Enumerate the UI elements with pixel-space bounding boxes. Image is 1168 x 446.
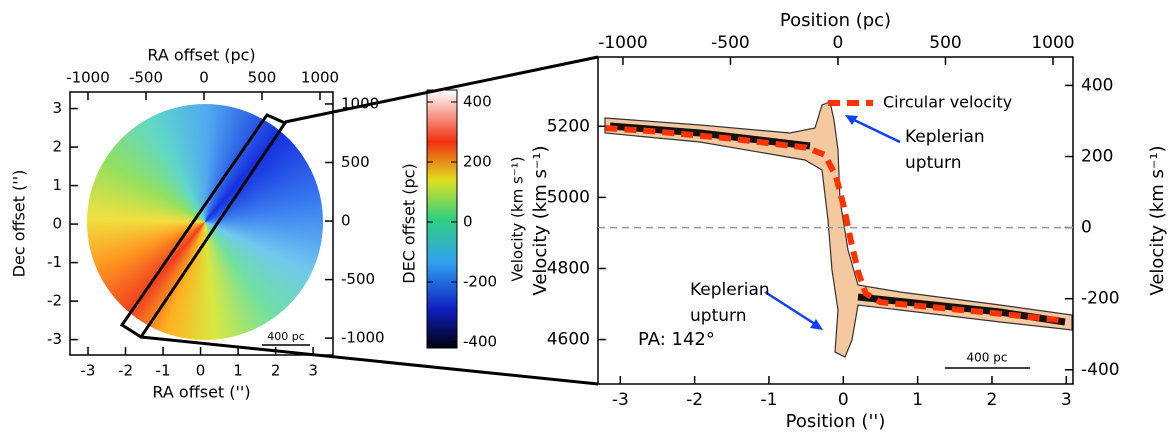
y-tick-label: -3 <box>47 330 62 348</box>
arrowhead <box>810 319 823 330</box>
arrowhead <box>845 115 858 125</box>
scale-bar-label: 400 pc <box>967 351 1008 365</box>
y-axis-label: Dec offset ('') <box>10 170 29 278</box>
x2-tick-label: -500 <box>711 33 750 53</box>
x-tick-label: 1 <box>912 390 923 410</box>
y-tick-label: 4800 <box>547 258 590 278</box>
y2-tick-label: -400 <box>1081 360 1120 380</box>
colorbar-tick-label: 0 <box>463 213 473 231</box>
x2-tick-label: 500 <box>248 69 277 87</box>
y-tick-label: -2 <box>47 292 62 310</box>
y2-tick-label: -1000 <box>341 329 385 347</box>
x2-tick-label: 0 <box>199 69 209 87</box>
circular-velocity-line <box>605 125 1060 324</box>
x-axis-label: RA offset ('') <box>152 383 250 402</box>
x-tick-label: 2 <box>271 362 281 380</box>
y-tick-label: 4600 <box>547 330 590 350</box>
x-tick-label: -3 <box>81 362 96 380</box>
annotation: upturn <box>690 306 746 326</box>
emission <box>604 101 1073 358</box>
arrow <box>849 116 901 144</box>
y2-axis-label: Velocity (km s⁻¹) <box>1147 145 1168 295</box>
x2-tick-label: -500 <box>129 69 163 87</box>
arrow <box>764 290 819 328</box>
x2-tick-label: 0 <box>833 33 844 53</box>
x2-axis-label: RA offset (pc) <box>147 46 255 65</box>
y-tick-label: 3 <box>52 99 62 117</box>
colorbar-label: Velocity (km s⁻¹) <box>509 156 527 281</box>
annotation: Keplerian <box>690 280 770 300</box>
colorbar-tick-label: -200 <box>463 273 497 291</box>
x-tick-label: -1 <box>156 362 171 380</box>
y2-tick-label: 400 <box>1081 75 1113 95</box>
x-tick-label: -1 <box>760 390 777 410</box>
y2-tick-label: -500 <box>341 270 375 288</box>
x-tick-label: 0 <box>196 362 206 380</box>
colorbar-tick-label: 400 <box>463 93 492 111</box>
annotation: Keplerian <box>905 127 985 147</box>
x-tick-label: -2 <box>686 390 703 410</box>
y-tick-label: 0 <box>52 215 62 233</box>
y-tick-label: 2 <box>52 138 62 156</box>
y2-tick-label: 1000 <box>341 94 379 112</box>
scale-bar-label: 400 pc <box>267 330 305 343</box>
x2-tick-label: 1000 <box>1031 33 1074 53</box>
y2-tick-label: 200 <box>1081 147 1113 167</box>
x-axis-label: Position ('') <box>786 411 886 432</box>
y2-tick-label: 0 <box>1081 218 1092 238</box>
x2-tick-label: -1000 <box>66 69 110 87</box>
x-tick-label: 1 <box>233 362 243 380</box>
x2-tick-label: 1000 <box>301 69 339 87</box>
x-tick-label: 0 <box>838 390 849 410</box>
legend-label: Circular velocity <box>883 93 1012 112</box>
x2-tick-label: 500 <box>929 33 961 53</box>
colorbar <box>426 89 458 349</box>
x-tick-label: 3 <box>1061 390 1072 410</box>
y-tick-label: 1 <box>52 176 62 194</box>
y-axis-label: Velocity (km s⁻¹) <box>530 145 551 295</box>
y2-tick-label: 500 <box>341 153 370 171</box>
x-tick-label: 2 <box>987 390 998 410</box>
x2-tick-label: -1000 <box>598 33 647 53</box>
plot-frame <box>597 56 1074 385</box>
y-tick-label: -1 <box>47 253 62 271</box>
slit <box>119 113 288 340</box>
x-tick-label: -2 <box>118 362 133 380</box>
velocity-map <box>87 104 323 340</box>
annotation: upturn <box>905 153 961 173</box>
y-tick-label: 5000 <box>547 187 590 207</box>
y2-axis-label: DEC offset (pc) <box>400 163 419 283</box>
y2-tick-label: 0 <box>341 212 351 230</box>
colorbar-tick-label: 200 <box>463 153 492 171</box>
zoom-line <box>140 335 599 386</box>
x-tick-label: -3 <box>612 390 629 410</box>
colorbar-tick-label: -400 <box>463 333 497 351</box>
zoom-line <box>284 55 599 124</box>
y-tick-label: 5200 <box>547 116 590 136</box>
x-tick-label: 3 <box>308 362 318 380</box>
x2-axis-label: Position (pc) <box>780 10 891 31</box>
y2-tick-label: -200 <box>1081 289 1120 309</box>
pa-label: PA: 142° <box>638 329 715 350</box>
plot-frame <box>69 91 334 356</box>
